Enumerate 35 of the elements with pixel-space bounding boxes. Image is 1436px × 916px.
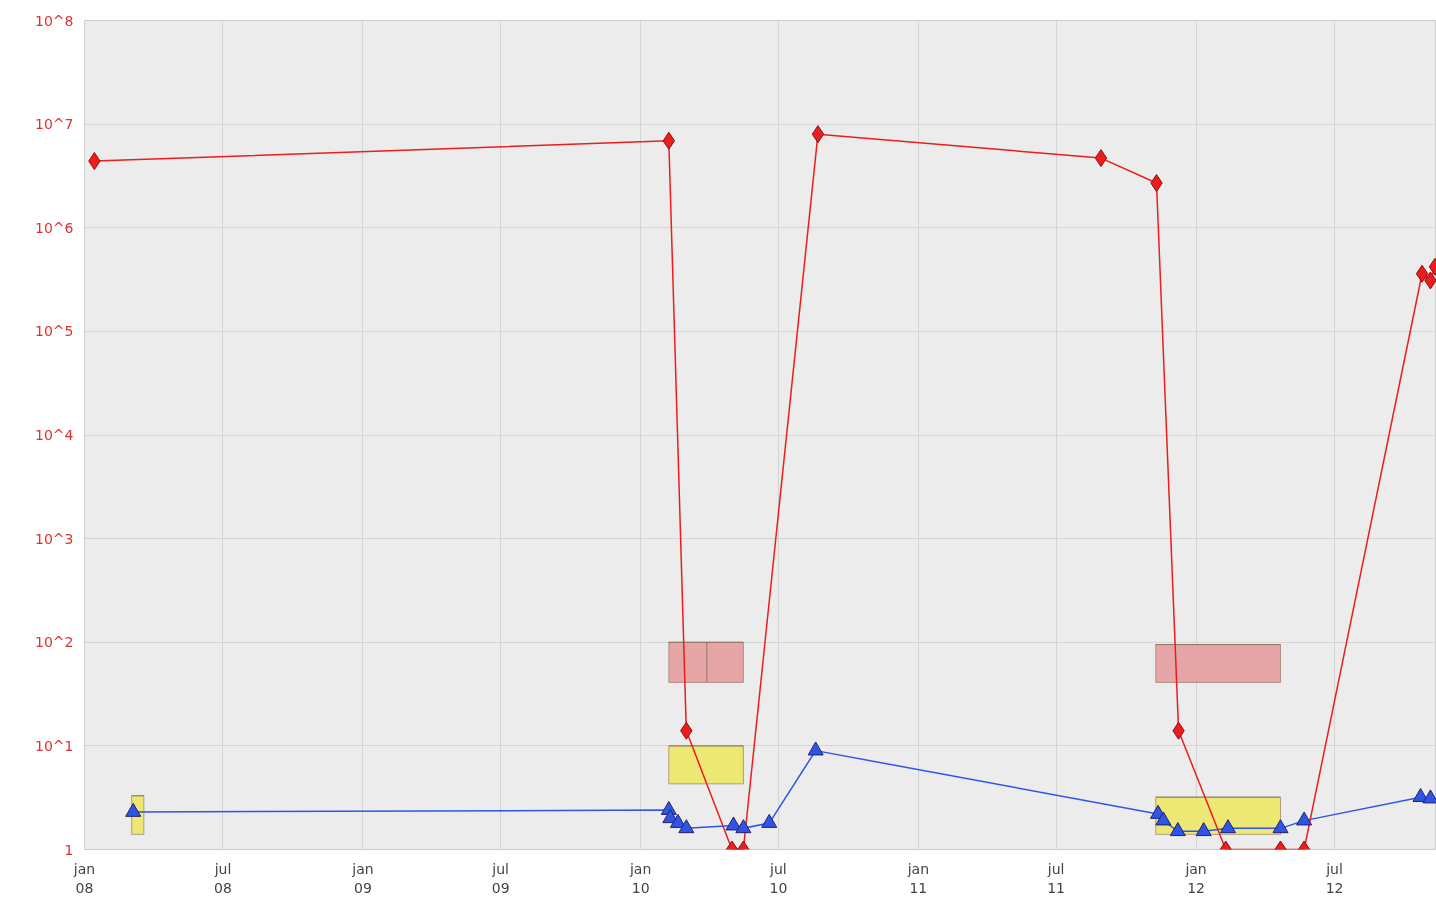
point <box>1220 819 1237 834</box>
point <box>125 802 142 817</box>
x-tick-label: jan 11 <box>906 860 930 896</box>
point <box>1155 811 1172 826</box>
point <box>1169 822 1186 837</box>
x-tick-label: jul 09 <box>491 860 510 896</box>
point <box>761 813 778 828</box>
point <box>678 819 695 834</box>
x-tick-label: jul 11 <box>1046 860 1065 896</box>
y-tick-label: 10^2 <box>35 634 74 651</box>
x-tick-label: jul 12 <box>1325 860 1344 896</box>
point <box>735 819 752 834</box>
point <box>1296 811 1313 826</box>
y-tick-label: 1 <box>64 841 74 858</box>
bar <box>668 745 744 785</box>
x-tick-label: jan 08 <box>72 860 96 896</box>
x-tick-label: jul 08 <box>213 860 232 896</box>
point <box>1415 264 1429 283</box>
point <box>807 741 824 756</box>
y-tick-label: 10^5 <box>35 323 74 340</box>
y-tick-label: 10^3 <box>35 530 74 547</box>
x-tick-label: jan 12 <box>1184 860 1207 896</box>
x-tick-label: jan 09 <box>351 860 374 896</box>
point <box>1272 819 1289 834</box>
x-tick-label: jan 10 <box>629 860 652 896</box>
point <box>811 125 825 144</box>
y-tick-label: 10^7 <box>35 116 74 133</box>
y-tick-label: 10^1 <box>35 737 74 754</box>
y-tick-label: 10^4 <box>35 427 74 443</box>
point <box>1094 149 1108 168</box>
point <box>669 813 686 828</box>
y-tick-label: 10^8 <box>35 12 74 29</box>
x-tick-label: jul 10 <box>769 860 788 896</box>
point <box>1195 822 1212 837</box>
y-tick-label: 10^6 <box>35 219 74 236</box>
